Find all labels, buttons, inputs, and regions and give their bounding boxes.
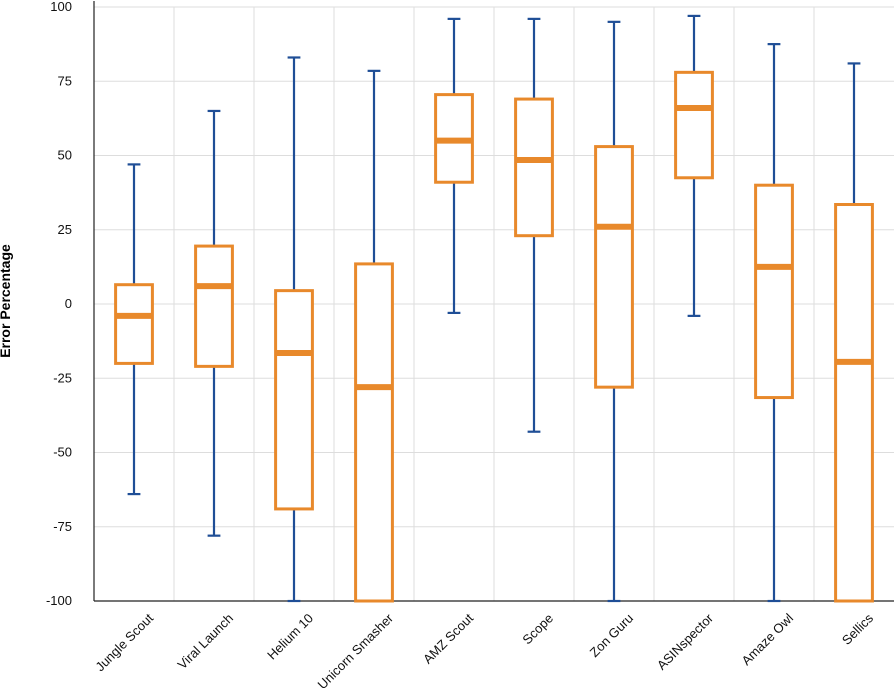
x-category-label: Amaze Owl [739, 610, 797, 668]
iqr-box [674, 70, 714, 180]
boxes [114, 14, 874, 603]
iqr-box [194, 244, 234, 368]
box-helium-10 [274, 56, 314, 603]
iqr-box [274, 289, 314, 511]
x-category-label: Scope [519, 611, 556, 648]
y-tick-label: 100 [50, 0, 72, 14]
x-category-label: Viral Launch [175, 611, 237, 673]
x-category-label: Helium 10 [264, 611, 316, 663]
x-category-label: Unicorn Smasher [314, 610, 396, 691]
y-tick-label: 25 [58, 222, 72, 237]
iqr-box [594, 145, 634, 389]
box-amaze-owl [754, 43, 794, 603]
y-tick-label: -25 [53, 370, 72, 385]
iqr-box [754, 183, 794, 400]
iqr-box [114, 283, 154, 365]
x-category-label: Jungle Scout [92, 610, 156, 674]
y-tick-label: -50 [53, 445, 72, 460]
box-asinspector [674, 14, 714, 317]
y-tick-label: 75 [58, 73, 72, 88]
y-tick-label: -100 [46, 593, 72, 608]
axes [93, 1, 894, 602]
x-category-label: Sellics [839, 610, 877, 648]
box-jungle-scout [114, 163, 154, 496]
y-axis-title: Error Percentage [0, 244, 13, 358]
iqr-box [514, 97, 554, 238]
iqr-box [354, 262, 394, 603]
box-zon-guru [594, 20, 634, 603]
box-viral-launch [194, 109, 234, 537]
x-category-label: AMZ Scout [420, 610, 476, 666]
grid-lines [94, 6, 894, 602]
y-tick-label: 50 [58, 148, 72, 163]
y-tick-label: 0 [65, 296, 72, 311]
y-tick-label: -75 [53, 519, 72, 534]
box-sellics [834, 62, 874, 603]
iqr-box [834, 203, 874, 603]
box-unicorn-smasher [354, 69, 394, 603]
box-amz-scout [434, 17, 474, 315]
x-category-label: Zon Guru [587, 611, 636, 660]
x-category-label: ASINspector [654, 610, 717, 673]
box-scope [514, 17, 554, 433]
